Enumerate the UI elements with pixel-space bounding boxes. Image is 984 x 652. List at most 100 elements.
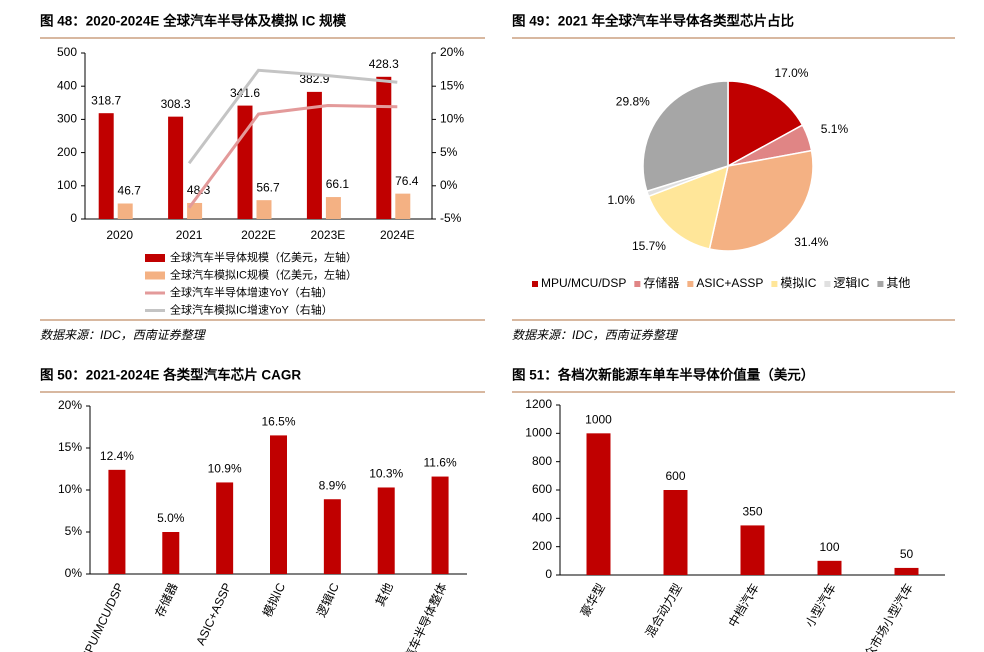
y-tick-label: 400 xyxy=(532,511,552,525)
data-label: 100 xyxy=(819,540,839,554)
bar xyxy=(377,487,395,574)
bar xyxy=(376,76,392,219)
bar xyxy=(663,490,688,575)
legend-label: 全球汽车模拟IC规模（亿美元，左轴） xyxy=(170,267,357,281)
data-label: 10.3% xyxy=(369,467,403,481)
data-label: 46.7 xyxy=(118,184,142,198)
data-label: 31.4% xyxy=(794,235,828,249)
y2-tick-label: 20% xyxy=(440,45,464,59)
bar xyxy=(894,567,919,575)
data-label: 17.0% xyxy=(774,66,808,80)
bar xyxy=(168,116,184,219)
bar xyxy=(395,193,411,219)
source: 数据来源：IDC，西南证券整理 xyxy=(512,328,679,342)
bar xyxy=(216,482,234,574)
bar xyxy=(162,532,180,574)
data-label: 350 xyxy=(742,505,762,519)
data-label: 308.3 xyxy=(161,97,191,111)
pie-slice xyxy=(647,164,730,250)
y-tick-label: 0 xyxy=(70,211,77,225)
x-tick-label: 豪华型 xyxy=(577,581,608,620)
bar xyxy=(306,91,322,219)
pie-slice xyxy=(642,80,729,193)
y2-tick-label: 15% xyxy=(440,78,464,92)
y-tick-label: 20% xyxy=(58,398,82,412)
bar xyxy=(117,203,133,219)
y-tick-label: 0% xyxy=(65,566,83,580)
x-tick-label: 大众市场小型汽车 xyxy=(855,581,916,652)
x-tick-label: 汽车半导体整体 xyxy=(401,580,450,652)
y-tick-label: 300 xyxy=(57,112,77,126)
bar xyxy=(817,560,842,575)
data-label: 29.8% xyxy=(616,95,650,109)
legend-label: MPU/MCU/DSP xyxy=(541,276,626,290)
x-tick-label: 小型汽车 xyxy=(802,581,839,630)
y-tick-label: 100 xyxy=(57,178,77,192)
y-tick-label: 5% xyxy=(65,524,83,538)
x-tick-label: MPU/MCU/DSP xyxy=(78,581,127,652)
chart-title: 图 51：各档次新能源车单车半导体价值量（美元） xyxy=(512,367,814,383)
y-tick-label: 800 xyxy=(532,454,552,468)
data-label: 5.0% xyxy=(157,511,185,525)
legend-swatch xyxy=(824,281,831,287)
chart-title: 图 48：2020-2024E 全球汽车半导体及模拟 IC 规模 xyxy=(40,13,347,29)
x-tick-label: 2024E xyxy=(380,228,415,242)
y2-tick-label: 10% xyxy=(440,112,464,126)
legend-label: 存储器 xyxy=(643,275,679,290)
y-tick-label: 200 xyxy=(532,539,552,553)
legend-label: ASIC+ASSP xyxy=(696,276,763,290)
data-label: 16.5% xyxy=(261,415,295,429)
pie-slice xyxy=(708,149,814,252)
bar xyxy=(98,113,114,219)
data-label: 15.7% xyxy=(632,239,666,253)
data-label: 1.0% xyxy=(608,193,636,207)
data-label: 56.7 xyxy=(256,180,280,194)
y-tick-label: 600 xyxy=(532,482,552,496)
y-tick-label: 500 xyxy=(57,45,77,59)
legend-swatch xyxy=(634,281,641,287)
data-label: 600 xyxy=(665,469,685,483)
x-tick-label: 2023E xyxy=(311,228,346,242)
x-tick-label: ASIC+ASSP xyxy=(193,581,234,648)
data-label: 12.4% xyxy=(100,449,134,463)
x-tick-label: 2022E xyxy=(241,228,276,242)
y-tick-label: 0 xyxy=(545,567,552,581)
data-label: 5.1% xyxy=(821,122,849,136)
x-tick-label: 2020 xyxy=(106,228,133,242)
y-tick-label: 1000 xyxy=(525,426,552,440)
x-tick-label: 中档汽车 xyxy=(725,581,762,630)
y2-tick-label: 0% xyxy=(440,178,458,192)
y-tick-label: 1200 xyxy=(525,397,552,411)
x-tick-label: 逻辑IC xyxy=(314,580,342,619)
legend-label: 模拟IC xyxy=(780,276,816,290)
source: 数据来源：IDC，西南证券整理 xyxy=(40,328,207,342)
legend-swatch xyxy=(771,281,778,287)
data-label: 8.9% xyxy=(319,478,347,492)
y2-tick-label: 5% xyxy=(440,145,458,159)
chart-title: 图 49：2021 年全球汽车半导体各类型芯片占比 xyxy=(512,13,794,29)
data-label: 428.3 xyxy=(369,57,399,71)
y-tick-label: 15% xyxy=(58,440,82,454)
x-tick-label: 其他 xyxy=(373,581,396,609)
legend-swatch xyxy=(687,281,694,287)
legend-swatch xyxy=(877,281,884,287)
line-series xyxy=(187,103,398,209)
data-label: 10.9% xyxy=(208,462,242,476)
bar xyxy=(270,435,287,574)
bar xyxy=(431,476,449,574)
y2-tick-label: -5% xyxy=(440,211,462,225)
data-label: 318.7 xyxy=(91,93,121,107)
legend-swatch xyxy=(532,281,538,287)
y-tick-label: 200 xyxy=(57,145,77,159)
legend-label: 其他 xyxy=(886,276,910,290)
pie-slice xyxy=(727,80,804,168)
x-tick-label: 2021 xyxy=(176,228,203,242)
bar xyxy=(323,499,341,574)
data-label: 1000 xyxy=(585,413,612,427)
bar xyxy=(325,197,341,219)
data-label: 66.1 xyxy=(326,177,350,191)
x-tick-label: 存储器 xyxy=(152,580,181,619)
y-tick-label: 10% xyxy=(58,482,82,496)
chart-title: 图 50：2021-2024E 各类型汽车芯片 CAGR xyxy=(40,367,301,383)
